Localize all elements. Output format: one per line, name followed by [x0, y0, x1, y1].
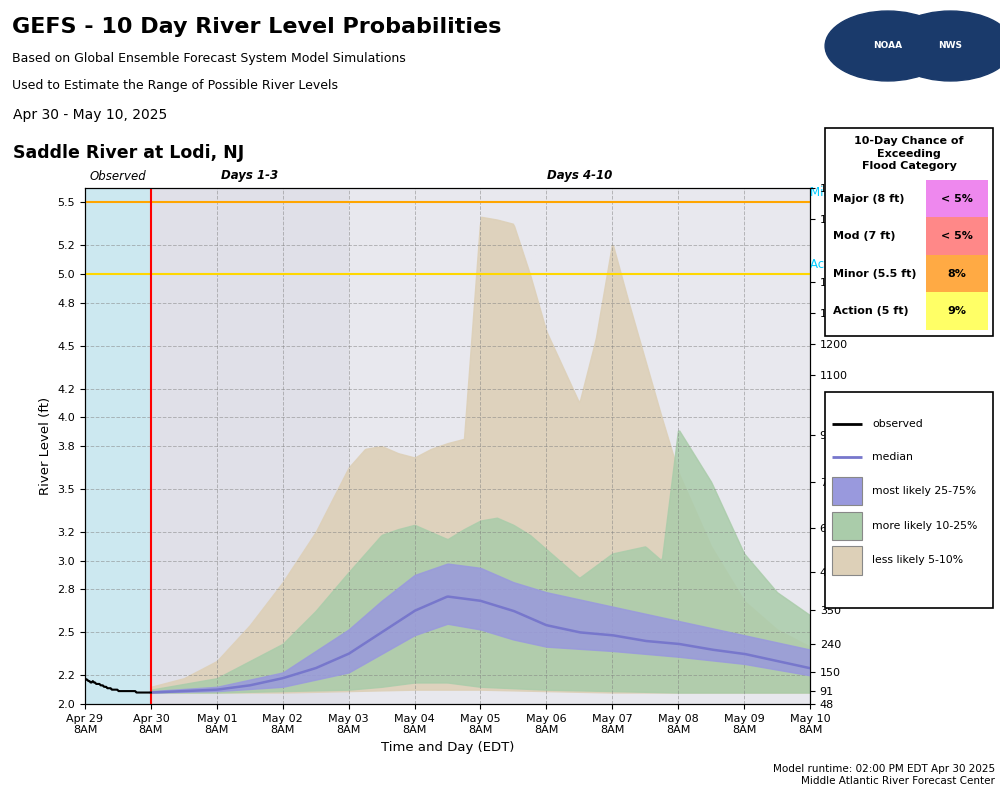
Text: less likely 5-10%: less likely 5-10% — [872, 555, 963, 566]
Text: 10-Day Chance of
Exceeding
Flood Category: 10-Day Chance of Exceeding Flood Categor… — [854, 136, 964, 171]
X-axis label: Time and Day (EDT): Time and Day (EDT) — [381, 741, 514, 754]
Text: Minor (5.5 ft): Minor (5.5 ft) — [833, 269, 917, 278]
Bar — [85, 188, 151, 704]
Text: Major (8 ft): Major (8 ft) — [833, 194, 905, 204]
Bar — [926, 255, 988, 292]
Text: Model runtime: 02:00 PM EDT Apr 30 2025
Middle Atlantic River Forecast Center: Model runtime: 02:00 PM EDT Apr 30 2025 … — [773, 764, 995, 786]
Text: most likely 25-75%: most likely 25-75% — [872, 486, 976, 496]
Text: Days 4-10: Days 4-10 — [547, 170, 612, 182]
Y-axis label: River Level (ft): River Level (ft) — [39, 397, 52, 495]
Text: observed: observed — [872, 419, 923, 430]
Bar — [926, 218, 988, 255]
Text: GEFS - 10 Day River Level Probabilities: GEFS - 10 Day River Level Probabilities — [12, 17, 501, 37]
Text: 8%: 8% — [947, 269, 966, 278]
Bar — [926, 180, 988, 218]
Text: < 5%: < 5% — [941, 194, 973, 204]
Text: < 5%: < 5% — [941, 231, 973, 241]
Text: Based on Global Ensemble Forecast System Model Simulations: Based on Global Ensemble Forecast System… — [12, 51, 406, 65]
Text: Saddle River at Lodi, NJ: Saddle River at Lodi, NJ — [13, 144, 244, 162]
Bar — [926, 292, 988, 330]
Circle shape — [825, 11, 950, 81]
Text: NOAA: NOAA — [873, 42, 902, 50]
Circle shape — [888, 11, 1000, 81]
Text: Mod (7 ft): Mod (7 ft) — [833, 231, 896, 241]
Text: Apr 30 - May 10, 2025: Apr 30 - May 10, 2025 — [13, 108, 167, 122]
Text: Used to Estimate the Range of Possible River Levels: Used to Estimate the Range of Possible R… — [12, 79, 338, 92]
Text: NWS: NWS — [938, 42, 962, 50]
Text: median: median — [872, 452, 913, 462]
Text: more likely 10-25%: more likely 10-25% — [872, 521, 977, 531]
Text: Minor Flooding: 5.5 FT: Minor Flooding: 5.5 FT — [810, 186, 941, 199]
Bar — [151, 188, 349, 704]
Y-axis label: River Flow (cfs): River Flow (cfs) — [854, 394, 867, 498]
Text: 9%: 9% — [947, 306, 966, 316]
Text: Days 1-3: Days 1-3 — [221, 170, 278, 182]
Text: Observed: Observed — [90, 170, 146, 182]
Text: Action Level: 5.0 FT: Action Level: 5.0 FT — [810, 258, 925, 271]
Text: Action (5 ft): Action (5 ft) — [833, 306, 909, 316]
